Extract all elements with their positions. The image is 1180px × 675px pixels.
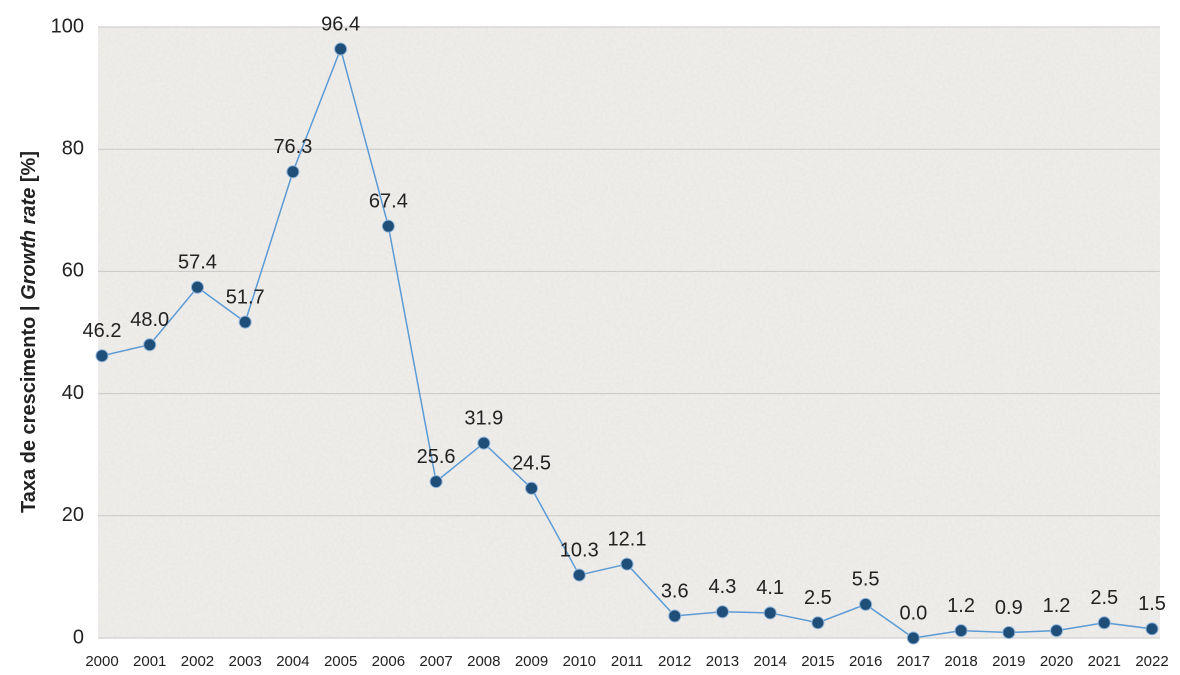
data-label: 12.1 <box>608 528 647 550</box>
data-label: 2.5 <box>1090 587 1118 609</box>
data-label: 5.5 <box>852 569 880 591</box>
data-label: 76.3 <box>273 136 312 158</box>
x-tick-label: 2005 <box>324 653 357 670</box>
data-label: 1.5 <box>1138 593 1166 615</box>
data-label: 4.1 <box>756 577 784 599</box>
marker <box>190 280 204 294</box>
x-tick-label: 2006 <box>372 653 405 670</box>
marker <box>572 568 586 582</box>
x-tick-label: 2016 <box>849 653 882 670</box>
y-tick-label: 20 <box>62 504 84 526</box>
data-label: 48.0 <box>130 309 169 331</box>
x-tick-label: 2022 <box>1135 653 1168 670</box>
marker <box>763 606 777 620</box>
y-tick-label: 80 <box>62 137 84 159</box>
x-tick-label: 2011 <box>611 653 643 670</box>
data-label: 10.3 <box>560 539 599 561</box>
data-label: 1.2 <box>947 595 975 617</box>
data-label: 57.4 <box>178 252 217 274</box>
data-label: 0.0 <box>899 602 927 624</box>
y-label-part: Growth rate <box>18 188 40 300</box>
marker <box>381 219 395 233</box>
x-tick-label: 2021 <box>1088 653 1121 670</box>
data-label: 2.5 <box>804 587 832 609</box>
marker <box>811 616 825 630</box>
data-label: 67.4 <box>369 190 408 212</box>
x-tick-label: 2000 <box>85 653 118 670</box>
x-tick-label: 2008 <box>467 653 500 670</box>
data-label: 1.2 <box>1043 595 1071 617</box>
x-tick-label: 2009 <box>515 653 548 670</box>
y-label-part: [%] <box>18 151 40 188</box>
data-label: 0.9 <box>995 597 1023 619</box>
x-tick-label: 2015 <box>801 653 834 670</box>
x-tick-label: 2003 <box>228 653 261 670</box>
marker <box>525 481 539 495</box>
x-tick-label: 2012 <box>658 653 691 670</box>
plot-texture <box>98 27 1160 638</box>
marker <box>143 338 157 352</box>
marker <box>477 436 491 450</box>
marker <box>954 624 968 638</box>
marker <box>906 631 920 645</box>
y-tick-label: 0 <box>73 626 84 648</box>
marker <box>334 42 348 56</box>
x-tick-label: 2019 <box>992 653 1025 670</box>
data-label: 51.7 <box>226 286 265 308</box>
marker <box>95 349 109 363</box>
x-tick-label: 2010 <box>563 653 596 670</box>
marker <box>668 609 682 623</box>
y-tick-label: 40 <box>62 382 84 404</box>
marker <box>1050 624 1064 638</box>
y-label-part: Taxa de crescimento | <box>18 300 40 513</box>
y-tick-label: 100 <box>51 15 84 37</box>
data-label: 4.3 <box>709 576 737 598</box>
marker <box>429 475 443 489</box>
y-axis-label: Taxa de crescimento | Growth rate [%] <box>18 151 40 513</box>
x-tick-label: 2013 <box>706 653 739 670</box>
data-label: 46.2 <box>83 320 122 342</box>
marker <box>620 557 634 571</box>
marker <box>715 605 729 619</box>
x-tick-label: 2007 <box>419 653 452 670</box>
data-label: 96.4 <box>321 13 360 35</box>
data-label: 31.9 <box>464 407 503 429</box>
marker <box>1097 616 1111 630</box>
x-tick-label: 2004 <box>276 653 309 670</box>
x-tick-label: 2014 <box>753 653 786 670</box>
data-label: 3.6 <box>661 580 689 602</box>
x-tick-label: 2002 <box>181 653 214 670</box>
data-label: 25.6 <box>417 446 456 468</box>
x-tick-label: 2001 <box>133 653 166 670</box>
x-tick-label: 2017 <box>897 653 930 670</box>
x-tick-label: 2020 <box>1040 653 1073 670</box>
marker <box>859 597 873 611</box>
marker <box>286 165 300 179</box>
marker <box>1145 622 1159 636</box>
y-tick-label: 60 <box>62 260 84 282</box>
data-label: 24.5 <box>512 453 551 475</box>
marker <box>1002 626 1016 640</box>
x-tick-label: 2018 <box>944 653 977 670</box>
marker <box>238 315 252 329</box>
